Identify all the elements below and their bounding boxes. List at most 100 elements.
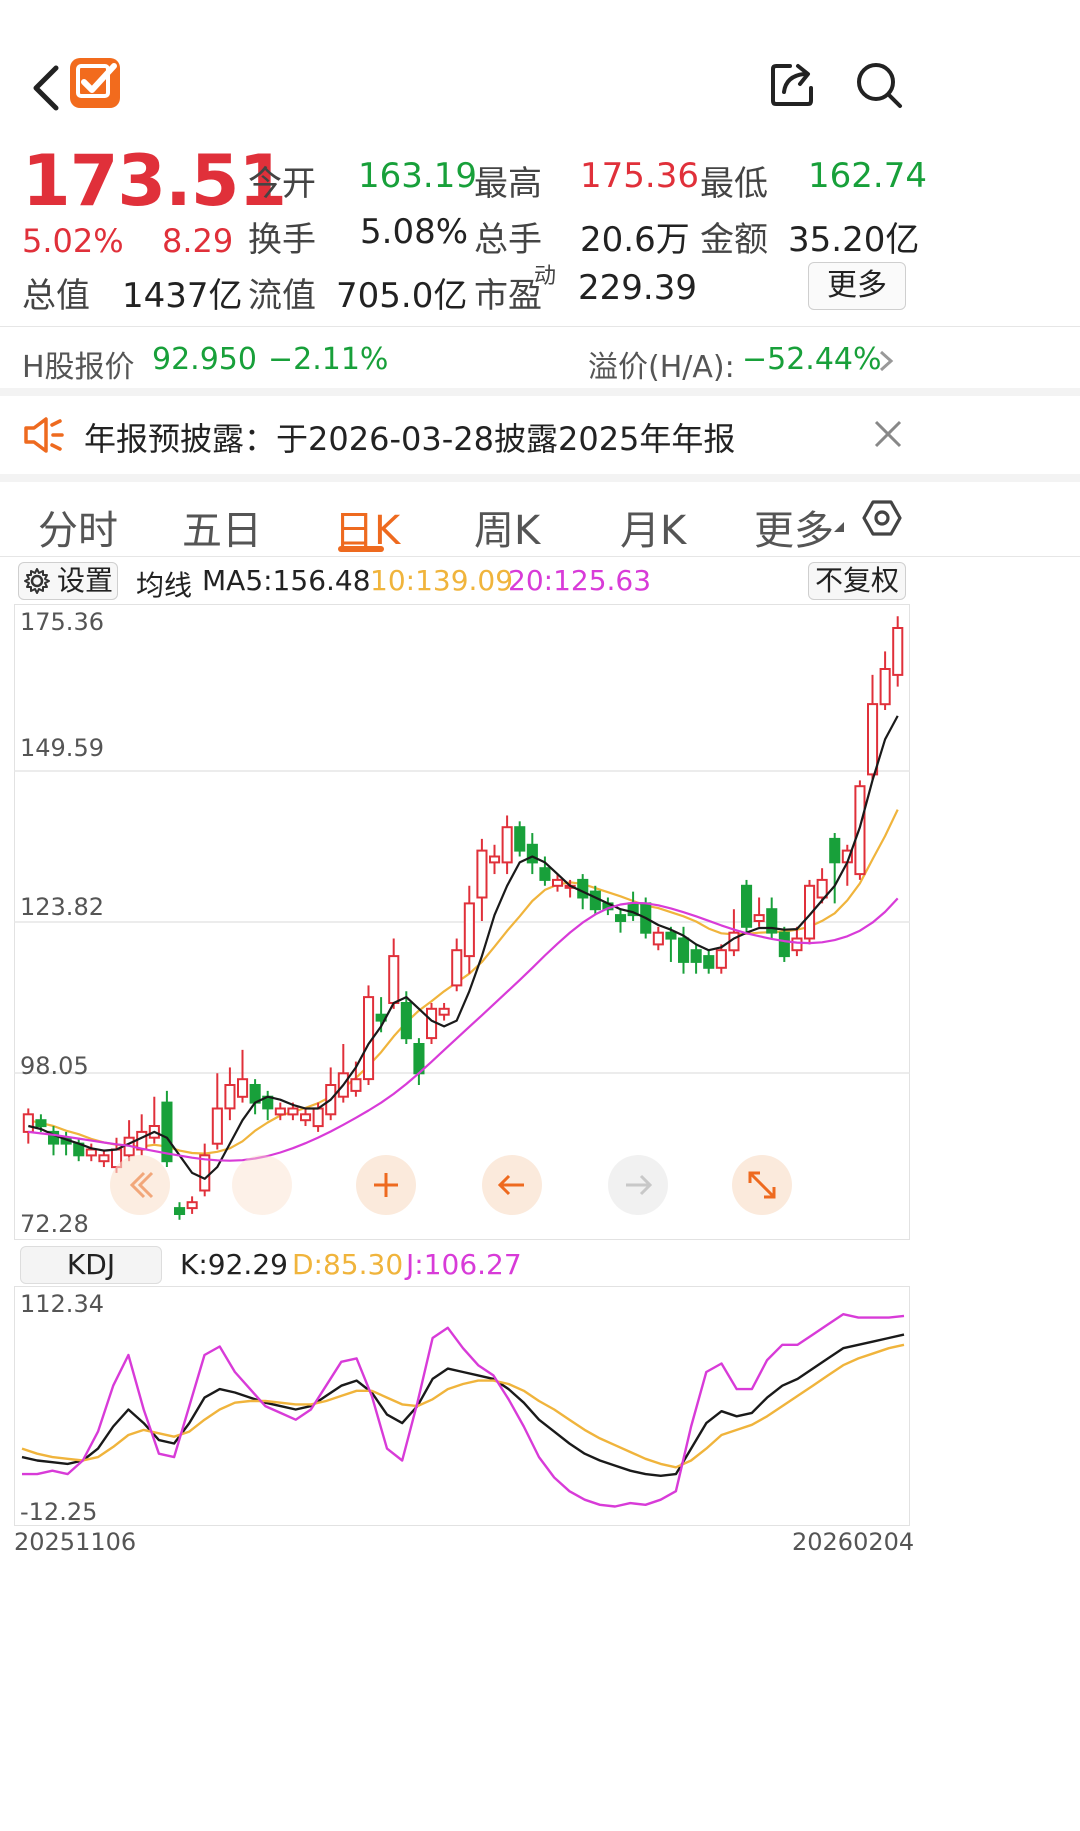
- indicator-select-button[interactable]: KDJ: [20, 1246, 162, 1284]
- kdj-chart[interactable]: 112.34 -12.25: [14, 1286, 910, 1526]
- kdj-d-line: [21, 1343, 905, 1469]
- divider: [0, 326, 1080, 327]
- tab-intraday[interactable]: 分时: [38, 508, 118, 554]
- candle-body: [552, 878, 564, 887]
- candle-body: [703, 955, 715, 969]
- scroll-right-button[interactable]: [608, 1155, 668, 1215]
- speaker-icon: [24, 417, 64, 453]
- chevron-left-icon[interactable]: [28, 64, 68, 112]
- candle-body: [312, 1107, 324, 1128]
- expand-left-button[interactable]: [110, 1155, 170, 1215]
- ma10-line: [28, 809, 899, 1155]
- axis-label-4: 98.05: [20, 1052, 89, 1080]
- candle-body: [489, 855, 501, 864]
- candle-body: [438, 1007, 450, 1016]
- ma5-value: MA5:156.48: [202, 564, 371, 597]
- divider: [0, 556, 1080, 557]
- change-percent: 5.02%: [22, 222, 124, 260]
- stat-turnover-label: 换手: [248, 220, 316, 260]
- candle-body: [287, 1107, 299, 1116]
- stat-amount-label: 金额: [700, 220, 768, 260]
- kdj-j-line: [22, 1313, 905, 1508]
- blank-control: [232, 1155, 292, 1215]
- candle-body: [678, 937, 690, 963]
- indicator-label: KDJ: [66, 1248, 116, 1281]
- stat-low-label: 最低: [700, 164, 768, 204]
- zoom-in-button[interactable]: [356, 1155, 416, 1215]
- axis-label-3: 123.82: [20, 893, 104, 921]
- premium-label: 溢价(H/A):: [588, 350, 735, 385]
- tab-weekly-k[interactable]: 周K: [474, 508, 541, 554]
- ma10-value: 10:139.09: [370, 564, 514, 597]
- candle-body: [237, 1078, 249, 1098]
- candle-body: [400, 1002, 412, 1040]
- candle-body: [526, 843, 538, 864]
- premium-value: −52.44%: [742, 342, 882, 377]
- kdj-frame: [14, 1286, 910, 1526]
- plus-icon: [374, 1173, 398, 1197]
- change-amount: 8.29: [162, 222, 234, 260]
- candle-body: [741, 884, 753, 928]
- candle-body: [463, 902, 475, 958]
- candle-body: [476, 849, 488, 899]
- h-share-change: −2.11%: [268, 342, 389, 377]
- more-stats-button[interactable]: 更多: [808, 262, 906, 310]
- tab-five-day[interactable]: 五日: [182, 508, 262, 554]
- stat-pe-value: 229.39: [578, 268, 697, 308]
- tab-monthly-k[interactable]: 月K: [620, 508, 687, 554]
- axis-label-min: 72.28: [20, 1210, 89, 1238]
- candle-body: [829, 837, 841, 864]
- kdj-d-value: D:85.30: [292, 1248, 404, 1281]
- axis-label-max: 175.36: [20, 608, 104, 636]
- stat-float-label: 流值: [248, 276, 316, 316]
- candle-body: [514, 826, 526, 852]
- fullscreen-button[interactable]: [732, 1155, 792, 1215]
- stat-pe-sup: 动: [534, 264, 557, 289]
- chart-settings-button[interactable]: 设置: [18, 562, 118, 600]
- candle-body: [48, 1130, 60, 1145]
- kdj-svg: [14, 1286, 910, 1526]
- stat-amount-value: 35.20亿: [788, 220, 920, 260]
- ma20-line: [28, 897, 899, 1162]
- more-stats-label: 更多: [827, 268, 887, 303]
- stat-low-value: 162.74: [808, 156, 927, 196]
- adjust-label: 不复权: [814, 564, 899, 597]
- candle-body: [501, 826, 513, 864]
- stat-volume-value: 20.6万: [580, 220, 690, 260]
- section-gap: [0, 474, 1080, 482]
- axis-label-2: 149.59: [20, 734, 104, 762]
- expand-left-icon: [129, 1171, 154, 1199]
- kline-chart[interactable]: 175.36 149.59 123.82 98.05 72.28: [14, 604, 910, 1240]
- candle-body: [690, 949, 702, 963]
- kdj-axis-top: 112.34: [20, 1290, 104, 1318]
- fullscreen-icon: [748, 1171, 776, 1199]
- scroll-left-button[interactable]: [482, 1155, 542, 1215]
- arrow-right-icon: [626, 1174, 653, 1196]
- candle-body: [665, 931, 677, 940]
- close-icon[interactable]: [874, 420, 902, 448]
- candle-body: [211, 1107, 223, 1145]
- adjust-button[interactable]: 不复权: [808, 562, 906, 600]
- tab-more[interactable]: 更多: [754, 508, 834, 554]
- candle-body: [577, 878, 589, 899]
- orange-check-logo: [70, 58, 120, 108]
- stat-float-value: 705.0亿: [336, 276, 468, 316]
- candle-body: [867, 703, 879, 776]
- section-gap: [0, 388, 1080, 396]
- hexagon-settings-icon[interactable]: [862, 498, 902, 538]
- h-share-price: 92.950: [152, 342, 257, 377]
- kdj-k-value: K:92.29: [180, 1248, 288, 1281]
- stat-mktcap-label: 总值: [22, 276, 90, 316]
- notice-text: 年报预披露：于2026-03-28披露2025年年报: [84, 420, 736, 458]
- candle-body: [589, 890, 601, 911]
- date-start: 20251106: [14, 1528, 137, 1556]
- candle-body: [539, 867, 551, 881]
- candle-body: [892, 627, 904, 676]
- share-icon[interactable]: [770, 62, 818, 108]
- kdj-j-value: J:106.27: [406, 1248, 522, 1281]
- stat-high-label: 最高: [474, 164, 542, 204]
- search-icon[interactable]: [854, 60, 904, 110]
- kline-svg: [14, 604, 910, 1240]
- candle-body: [879, 668, 891, 706]
- candle-body: [615, 914, 627, 923]
